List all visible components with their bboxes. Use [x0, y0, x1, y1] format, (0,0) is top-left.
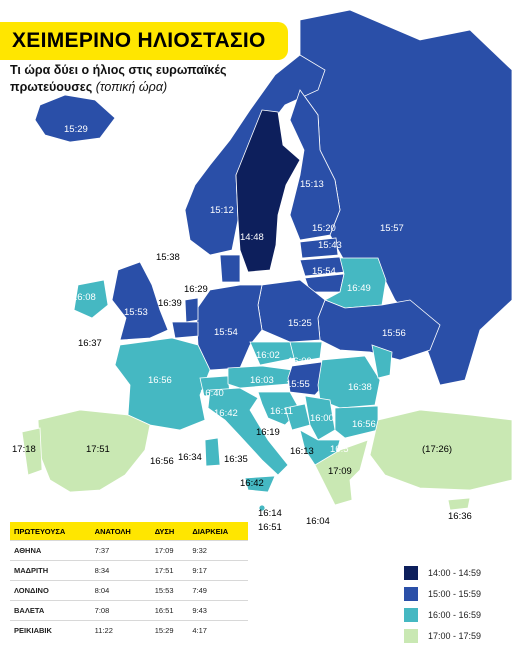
- country-cyprus: [447, 497, 471, 511]
- sunset-time-label: 16:56: [352, 419, 376, 430]
- legend-item: 16:00 - 16:59: [404, 606, 508, 624]
- sunset-time-label: 15:43: [318, 240, 342, 251]
- country-romania: [317, 355, 381, 409]
- country-serbia: [304, 395, 336, 441]
- country-sicily: [244, 475, 276, 493]
- sunset-time-label: 16:36: [448, 511, 472, 522]
- sunset-time-label: 15:13: [300, 179, 324, 190]
- table-row: ΒΑΛΕΤΑ 7:08 16:51 9:43: [10, 600, 248, 621]
- sunset-time-label: 14:48: [240, 232, 264, 243]
- sunset-time-label: 16:00: [310, 413, 334, 424]
- country-bulgaria: [334, 405, 379, 439]
- legend-swatch: [404, 566, 418, 580]
- table-header: ΑΝΑΤΟΛΗ: [90, 522, 151, 541]
- title-banner: ΧΕΙΜΕΡΙΝΟ ΗΛΙΟΣΤΑΣΙΟ: [0, 22, 288, 60]
- country-norway: [184, 54, 326, 256]
- country-france: [114, 337, 211, 431]
- sunset-time-label: 16:38: [348, 382, 372, 393]
- legend-swatch: [404, 587, 418, 601]
- country-portugal: [21, 427, 43, 476]
- table-row: ΜΑΔΡΙΤΗ 8:34 17:51 9:17: [10, 560, 248, 581]
- legend-swatch: [404, 629, 418, 643]
- sunset-time-label: 16:56: [148, 375, 172, 386]
- country-sweden: [235, 109, 301, 273]
- sunset-time-label: (17:26): [422, 444, 452, 455]
- page-subtitle: Τι ώρα δύει ο ήλιος στις ευρωπαϊκές πρωτ…: [10, 63, 227, 94]
- sunset-time-label: 16:40: [200, 388, 224, 399]
- sunset-time-label: 16:03: [250, 375, 274, 386]
- country-ireland: [73, 279, 109, 319]
- country-austria: [227, 365, 293, 389]
- legend-item: 15:00 - 15:59: [404, 585, 508, 603]
- sunset-time-label: 17:09: [328, 466, 352, 477]
- sunset-time-label: 16:42: [214, 408, 238, 419]
- country-turkey: [369, 409, 512, 491]
- country-belgium: [171, 321, 199, 339]
- sunset-time-label: 16:04: [306, 516, 330, 527]
- country-italy: [207, 387, 289, 476]
- table-header: ΔΙΑΡΚΕΙΑ: [188, 522, 248, 541]
- country-slovakia: [289, 341, 323, 363]
- sunset-time-label: 16:29: [184, 284, 208, 295]
- table-row: ΑΘΗΝΑ 7:37 17:09 9:32: [10, 540, 248, 561]
- legend-item: 17:00 - 17:59: [404, 627, 508, 645]
- sunset-time-label: 15:25: [288, 318, 312, 329]
- legend-swatch: [404, 608, 418, 622]
- country-uk: [111, 261, 169, 341]
- sunset-time-label: 16:39: [158, 298, 182, 309]
- sunset-time-label: 16:13: [290, 446, 314, 457]
- sunset-time-label: 16:37: [78, 338, 102, 349]
- page-title: ΧΕΙΜΕΡΙΝΟ ΗΛΙΟΣΤΑΣΙΟ: [12, 29, 266, 52]
- sunset-time-label: 16:49: [347, 283, 371, 294]
- sunset-time-labels: 15:29 15:13 15:12 14:48 15:20 15:43 15:57 15:54…: [12, 124, 472, 533]
- sunset-time-label: 16:14: [258, 508, 282, 519]
- sunset-time-label: 15:56: [382, 328, 406, 339]
- legend-item: 14:00 - 14:59: [404, 564, 508, 582]
- sunset-time-label: 15:54: [214, 327, 238, 338]
- country-denmark: [219, 254, 241, 283]
- sunset-time-label: 15:29: [64, 124, 88, 135]
- table-row: ΡΕΙΚΙΑΒΙΚ 11:22 15:29 4:17: [10, 620, 248, 640]
- sunset-time-label: 16:19: [256, 427, 280, 438]
- sunset-time-label: 15:53: [124, 307, 148, 318]
- country-netherlands: [184, 297, 199, 323]
- capitals-table: ΠΡΩΤΕΥΟΥΣΑ ΑΝΑΤΟΛΗ ΔΥΣΗ ΔΙΑΡΚΕΙΑ ΑΘΗΝΑ 7…: [10, 522, 248, 640]
- table-header: ΠΡΩΤΕΥΟΥΣΑ: [10, 522, 91, 541]
- sunset-time-label: 16:51: [258, 522, 282, 533]
- sunset-time-label: 15:38: [156, 252, 180, 263]
- country-estonia: [299, 237, 339, 259]
- table-row: ΛΟΝΔΙΝΟ 8:04 15:53 7:49: [10, 580, 248, 601]
- sunset-time-label: 15:20: [312, 223, 336, 234]
- country-sardinia: [204, 437, 221, 467]
- sunset-time-label: 16:34: [178, 452, 202, 463]
- table-header-row: ΠΡΩΤΕΥΟΥΣΑ ΑΝΑΤΟΛΗ ΔΥΣΗ ΔΙΑΡΚΕΙΑ: [10, 522, 248, 541]
- sunset-time-label: 17:51: [86, 444, 110, 455]
- sunset-time-label: 16:56: [150, 456, 174, 467]
- sunset-time-label: 16:02: [256, 350, 280, 361]
- country-finland: [289, 89, 341, 241]
- sunset-time-label: 16:42: [240, 478, 264, 489]
- sunset-time-label: 16:35: [224, 454, 248, 465]
- sunset-time-label: 16:00: [288, 356, 312, 367]
- country-greece: [314, 439, 369, 506]
- country-moldova: [371, 344, 393, 379]
- sunset-time-label: 16:08: [72, 292, 96, 303]
- table-header: ΔΥΣΗ: [150, 522, 189, 541]
- country-shapes: [21, 9, 512, 512]
- sunset-time-label: 15:55: [286, 379, 310, 390]
- legend: 14:00 - 14:59 15:00 - 15:59 16:00 - 16:5…: [404, 564, 508, 648]
- sunset-time-label: 16:11: [270, 406, 293, 417]
- sunset-time-label: 15:54: [312, 266, 336, 277]
- country-malta: [258, 504, 266, 512]
- country-spain: [37, 409, 151, 493]
- sunset-time-label: 15:57: [380, 223, 404, 234]
- sunset-time-label: 16:5: [330, 444, 349, 455]
- sunset-time-label: 15:12: [210, 205, 234, 216]
- country-iceland: [34, 94, 116, 143]
- sunset-time-label: 17:18: [12, 444, 36, 455]
